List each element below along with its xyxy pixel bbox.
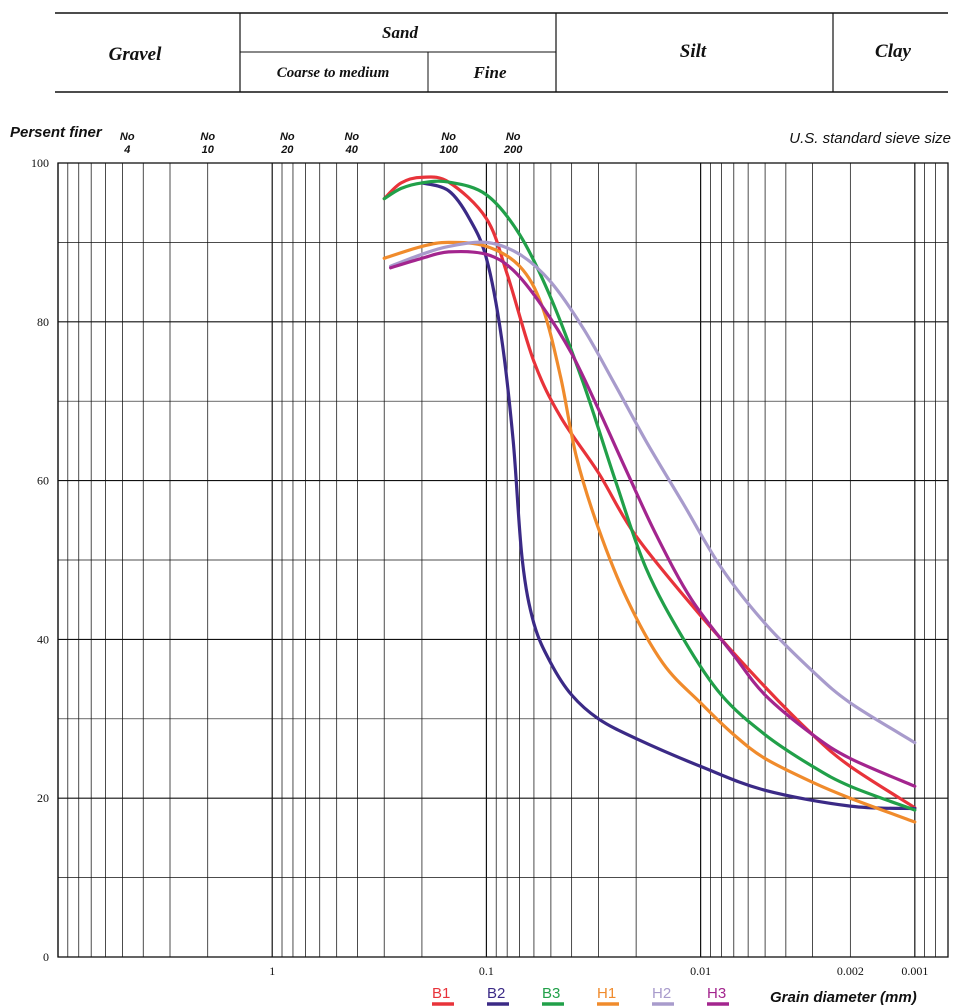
sieve-size-label: 40	[345, 144, 359, 156]
sieve-size-label: 4	[123, 144, 130, 156]
legend-label-h1: H1	[597, 985, 616, 1002]
x-tick-label: 0.01	[690, 964, 711, 978]
plot-frame	[57, 162, 949, 958]
chart-axes: 0 20 40 60 80 100 1 0.1 0.01 0.002 0.001	[31, 156, 928, 978]
sieve-size-label: 20	[280, 144, 294, 156]
sieve-size-label: 200	[503, 144, 523, 156]
sieve-size-label: 100	[440, 144, 459, 156]
chart-grid	[57, 162, 949, 958]
sieve-no-label: No	[344, 131, 359, 143]
series-line-h1	[382, 240, 917, 824]
y-tick-label: 0	[43, 950, 49, 964]
y-tick-label: 80	[37, 315, 49, 329]
fine-label: Fine	[472, 63, 507, 82]
x-tick-label: 1	[269, 964, 275, 978]
legend-label-b2: B2	[487, 985, 505, 1002]
sieve-size-title: U.S. standard sieve size	[789, 130, 951, 147]
series-line-b2	[420, 181, 917, 811]
series-line-h2	[389, 240, 917, 745]
coarse-to-medium-label: Coarse to medium	[277, 65, 390, 81]
classification-table: Gravel Sand Coarse to medium Fine Silt C…	[55, 12, 948, 93]
legend-label-b3: B3	[542, 985, 560, 1002]
series-line-b3	[382, 179, 917, 812]
y-tick-label: 20	[37, 791, 49, 805]
sieve-no-label: No	[441, 131, 456, 143]
gravel-label: Gravel	[109, 44, 162, 65]
legend: B1 B2 B3 H1 H2 H3	[432, 985, 729, 1006]
clay-label: Clay	[875, 41, 911, 62]
y-tick-label: 60	[37, 474, 49, 488]
legend-label-h2: H2	[652, 985, 671, 1002]
series-line-h3	[389, 250, 917, 788]
x-tick-label: 0.002	[837, 964, 864, 978]
y-tick-label: 40	[37, 632, 49, 646]
y-tick-label: 100	[31, 156, 49, 170]
sieve-no-label: No	[506, 131, 521, 143]
legend-label-h3: H3	[707, 985, 726, 1002]
y-axis-title: Persent finer	[10, 124, 103, 141]
sieve-size-label: 10	[202, 144, 215, 156]
series-line-b1	[382, 175, 917, 810]
x-tick-label: 0.001	[901, 964, 928, 978]
chart-series	[382, 175, 917, 824]
legend-label-b1: B1	[432, 985, 450, 1002]
sieve-no-label: No	[200, 131, 215, 143]
sieve-no-label: No	[280, 131, 295, 143]
sieve-no-label: No	[120, 131, 135, 143]
silt-label: Silt	[680, 41, 707, 62]
x-axis-title: Grain diameter (mm)	[770, 989, 917, 1006]
x-tick-label: 0.1	[479, 964, 494, 978]
sand-label: Sand	[382, 23, 418, 42]
